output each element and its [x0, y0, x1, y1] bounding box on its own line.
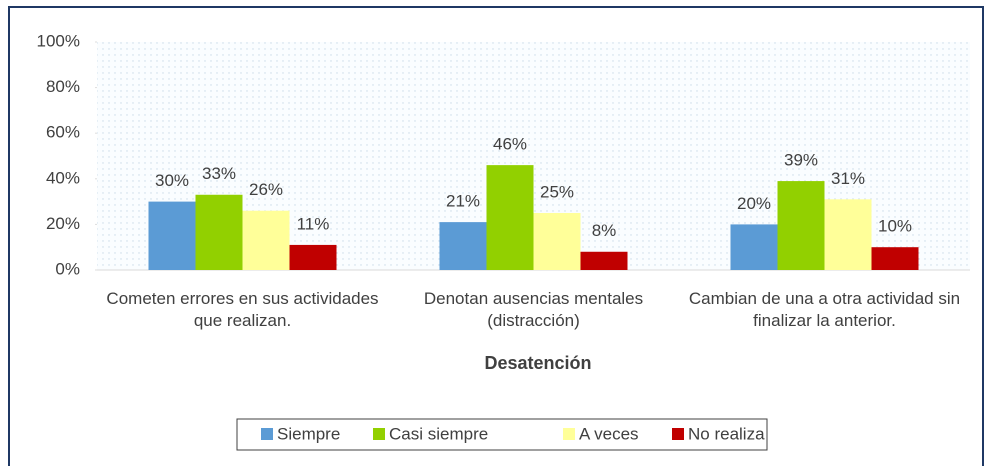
x-tick-label: Denotan ausencias mentales (distracción): [423, 289, 644, 330]
data-label: 39%: [784, 151, 818, 170]
data-label: 33%: [202, 164, 236, 183]
y-tick-label: 40%: [46, 168, 80, 187]
data-label: 21%: [446, 192, 480, 211]
bar: [148, 201, 196, 270]
legend-label: Siempre: [277, 424, 340, 443]
bar: [730, 224, 778, 270]
bar: [871, 247, 919, 270]
bar: [242, 210, 290, 270]
bar: [533, 213, 581, 270]
legend-swatch: [261, 428, 273, 440]
data-label: 31%: [831, 169, 865, 188]
data-label: 30%: [155, 171, 189, 190]
legend-label: Casi siempre: [389, 424, 488, 443]
x-tick-label: Cometen errores en sus actividades que r…: [106, 289, 379, 330]
bar: [580, 251, 628, 270]
y-tick-label: 100%: [37, 31, 80, 50]
legend-label: A veces: [579, 424, 639, 443]
data-label: 46%: [493, 135, 527, 154]
frame: [8, 6, 984, 466]
data-label: 26%: [249, 180, 283, 199]
bar: [195, 194, 243, 270]
bar: [289, 244, 337, 270]
data-label: 20%: [737, 194, 771, 213]
legend-swatch: [373, 428, 385, 440]
legend-label: No realiza: [688, 424, 765, 443]
y-tick-label: 80%: [46, 77, 80, 96]
data-label: 8%: [592, 221, 617, 240]
legend-swatch: [563, 428, 575, 440]
bar: [824, 199, 872, 270]
y-tick-label: 20%: [46, 214, 80, 233]
x-axis-title: Desatención: [484, 353, 591, 373]
bar: [439, 222, 487, 270]
y-tick-label: 0%: [55, 259, 80, 278]
x-tick-label: Cambian de una a otra actividad sin fina…: [688, 289, 961, 330]
y-tick-label: 60%: [46, 123, 80, 142]
data-label: 10%: [878, 217, 912, 236]
data-label: 11%: [297, 214, 330, 233]
legend-swatch: [672, 428, 684, 440]
bar: [777, 181, 825, 270]
data-label: 25%: [540, 182, 574, 201]
bar: [486, 165, 534, 270]
